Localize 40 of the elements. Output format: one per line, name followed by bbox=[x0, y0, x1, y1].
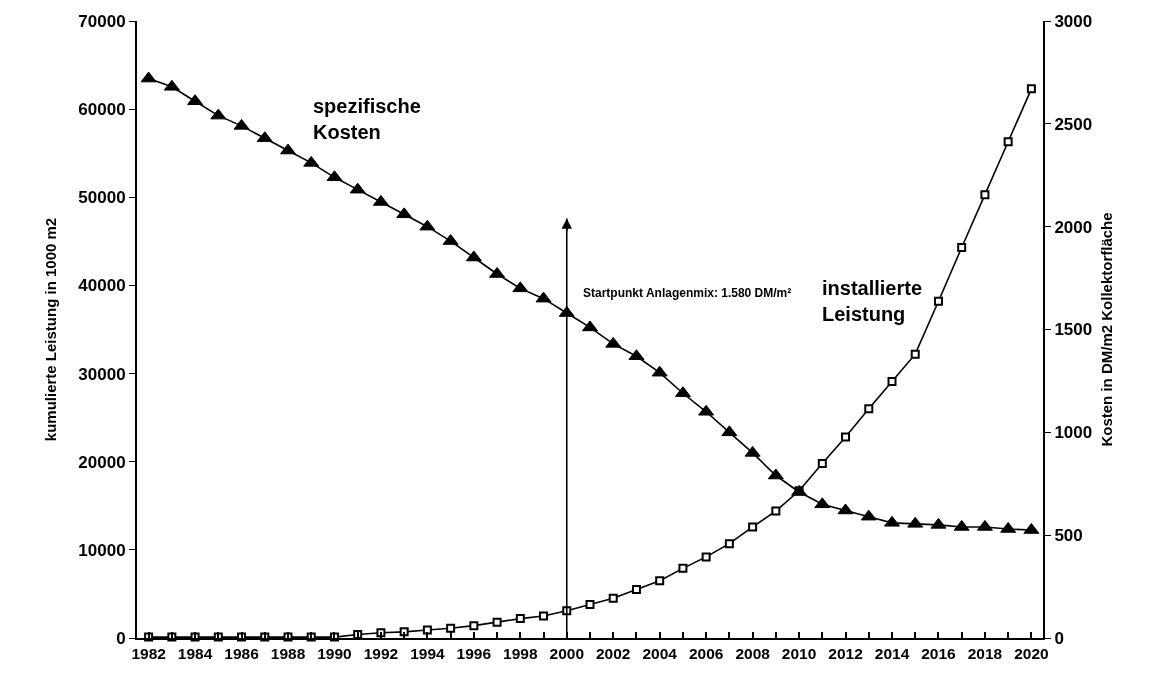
y2-tick-label: 1500 bbox=[1054, 320, 1093, 340]
x-tick-label: 2016 bbox=[921, 644, 957, 662]
x-tick-label: 2010 bbox=[781, 644, 817, 662]
y-tick-label: 30000 bbox=[78, 364, 126, 384]
y-tick-label: 60000 bbox=[78, 100, 126, 120]
y-tick-label: 50000 bbox=[78, 188, 126, 208]
x-tick-label: 2014 bbox=[874, 644, 910, 662]
y-tick-label: 70000 bbox=[78, 11, 126, 31]
y2-tick-label: 3000 bbox=[1054, 11, 1093, 31]
y-tick-label: 10000 bbox=[78, 540, 126, 560]
y2-tick-label: 2000 bbox=[1054, 217, 1093, 237]
y2-tick-label: 1000 bbox=[1054, 423, 1093, 443]
y2-tick-label: 500 bbox=[1054, 526, 1083, 546]
x-tick-label: 2020 bbox=[1014, 644, 1049, 662]
x-tick-label: 1982 bbox=[131, 644, 166, 662]
y2-axis-title: Kosten in DM/m2 Kollektorfläche bbox=[1097, 212, 1115, 447]
x-tick-label: 1996 bbox=[456, 644, 492, 662]
annotation: Startpunkt Anlagenmix: 1.580 DM/m² bbox=[583, 286, 792, 300]
x-tick-label: 1992 bbox=[363, 644, 399, 662]
x-tick-label: 2006 bbox=[688, 644, 724, 662]
y-axis-title: kumulierte Leistung in 1000 m2 bbox=[42, 217, 60, 442]
series-label: installierte Leistung bbox=[822, 277, 923, 325]
y-tick-label: 20000 bbox=[78, 452, 126, 472]
x-tick-label: 1988 bbox=[270, 644, 306, 662]
x-tick-label: 1998 bbox=[503, 644, 538, 662]
x-tick-label: 1986 bbox=[224, 644, 260, 662]
x-tick-label: 2018 bbox=[967, 644, 1003, 662]
series-label: spezifische Kosten bbox=[313, 95, 421, 143]
x-tick-label: 2000 bbox=[549, 644, 585, 662]
x-tick-label: 1990 bbox=[317, 644, 352, 662]
x-tick-label: 1994 bbox=[410, 644, 445, 662]
x-tick-label: 2004 bbox=[642, 644, 678, 662]
y-tick-label: 0 bbox=[116, 628, 126, 648]
y-tick-label: 40000 bbox=[78, 276, 126, 296]
y2-tick-label: 2500 bbox=[1054, 114, 1093, 134]
y2-tick-label: 0 bbox=[1054, 628, 1064, 648]
x-tick-label: 2002 bbox=[595, 644, 631, 662]
x-tick-label: 2008 bbox=[735, 644, 771, 662]
x-tick-label: 2012 bbox=[828, 644, 863, 662]
x-tick-label: 1984 bbox=[177, 644, 213, 662]
